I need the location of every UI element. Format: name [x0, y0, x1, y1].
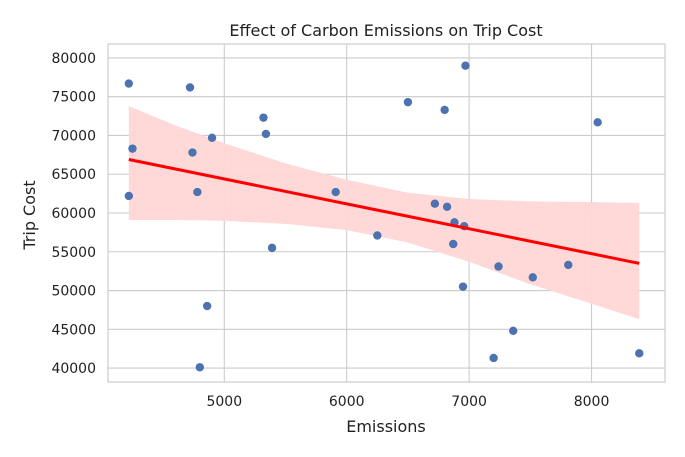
x-axis-ticks: 5000 6000 7000 8000	[206, 394, 609, 410]
data-point	[564, 260, 573, 270]
data-point	[403, 97, 413, 107]
y-axis-ticks: 40000 45000 50000 55000 60000 65000 70000 75000…	[51, 51, 96, 377]
data-point	[449, 239, 458, 249]
data-point	[489, 353, 498, 363]
y-tick-label: 40000	[51, 361, 96, 377]
data-point	[373, 231, 382, 240]
data-point	[440, 105, 449, 115]
y-tick-label: 65000	[51, 167, 96, 183]
data-point	[461, 61, 470, 70]
y-tick-label: 45000	[51, 322, 96, 338]
y-tick-label: 80000	[51, 51, 96, 67]
y-tick-label: 75000	[51, 90, 96, 106]
data-point	[185, 83, 195, 92]
plot-frame	[107, 43, 666, 383]
y-tick-label: 70000	[51, 128, 96, 144]
data-point	[458, 282, 468, 291]
data-point	[202, 301, 212, 311]
x-tick-label: 6000	[329, 394, 365, 410]
data-point	[195, 363, 205, 372]
data-point	[494, 262, 503, 271]
x-axis-label: Emissions	[346, 417, 426, 436]
data-point	[261, 129, 271, 139]
data-point	[430, 199, 440, 208]
y-tick-label: 60000	[51, 206, 96, 222]
data-point	[193, 187, 202, 197]
x-tick-label: 7000	[451, 394, 487, 410]
regression-line	[128, 158, 640, 265]
data-point	[128, 144, 137, 153]
data-point	[259, 113, 268, 122]
x-tick-label: 8000	[574, 394, 610, 410]
data-point	[124, 191, 134, 201]
y-tick-label: 55000	[51, 245, 96, 261]
data-point	[267, 243, 277, 253]
data-point	[207, 133, 217, 143]
data-point	[635, 349, 644, 358]
data-point	[528, 273, 537, 282]
data-point	[124, 79, 134, 88]
data-point	[188, 148, 197, 157]
data-point	[509, 326, 518, 336]
data-point	[442, 202, 452, 211]
data-point	[593, 118, 602, 127]
y-tick-label: 50000	[51, 284, 96, 300]
chart-title: Effect of Carbon Emissions on Trip Cost	[229, 21, 542, 40]
x-tick-label: 5000	[206, 394, 242, 410]
y-axis-label: Trip Cost	[20, 180, 39, 250]
data-point	[331, 187, 340, 197]
